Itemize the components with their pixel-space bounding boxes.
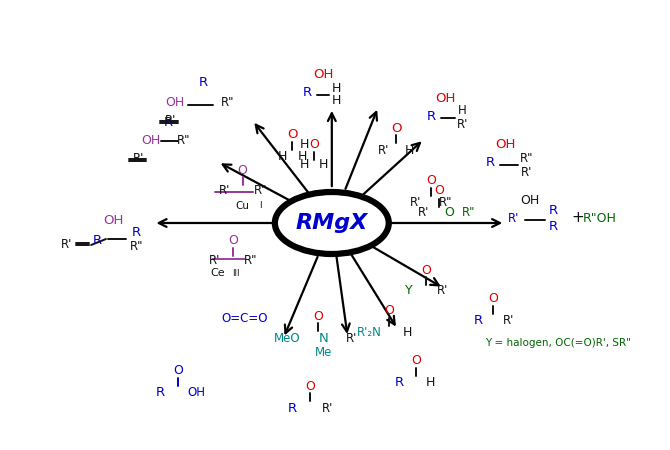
Text: H: H	[299, 158, 309, 171]
Text: R": R"	[176, 135, 190, 148]
Text: R': R'	[165, 113, 176, 126]
Text: H: H	[297, 150, 307, 163]
Text: R': R'	[418, 207, 429, 220]
Text: Ce: Ce	[210, 268, 225, 278]
Text: R": R"	[439, 197, 452, 210]
Text: R: R	[287, 401, 297, 414]
Text: OH: OH	[104, 215, 124, 228]
Text: RMgX: RMgX	[295, 213, 368, 233]
Text: R': R'	[219, 184, 230, 198]
Ellipse shape	[275, 192, 389, 254]
Text: R': R'	[61, 238, 72, 252]
Text: O: O	[238, 163, 248, 176]
Text: H: H	[332, 94, 342, 108]
Text: III: III	[232, 269, 239, 278]
Text: R": R"	[244, 255, 257, 267]
Text: R: R	[549, 220, 558, 234]
Text: R': R'	[133, 152, 144, 165]
Text: R"OH: R"OH	[582, 212, 616, 225]
Text: H: H	[332, 81, 342, 94]
Text: O: O	[174, 364, 183, 378]
Text: H: H	[319, 158, 328, 171]
Text: R: R	[156, 387, 165, 400]
Text: R': R'	[437, 284, 448, 297]
Text: R': R'	[346, 332, 357, 345]
Text: O: O	[287, 129, 297, 141]
Text: OH: OH	[187, 387, 205, 400]
Text: R'₂N: R'₂N	[357, 327, 382, 339]
Text: O: O	[411, 355, 421, 368]
Text: R: R	[92, 234, 102, 248]
Text: R: R	[198, 76, 208, 90]
Text: OH: OH	[436, 91, 456, 104]
Text: I: I	[259, 202, 262, 211]
Text: R": R"	[221, 96, 234, 109]
Text: H: H	[426, 377, 436, 390]
Text: R': R'	[322, 401, 334, 414]
Text: OH: OH	[314, 68, 334, 81]
Text: O: O	[385, 305, 394, 318]
Text: O: O	[426, 175, 436, 188]
Text: R': R'	[410, 197, 421, 210]
Text: R": R"	[254, 184, 267, 198]
Text: Me: Me	[315, 346, 332, 360]
Text: R": R"	[130, 240, 143, 253]
Text: O=C=O: O=C=O	[221, 311, 268, 324]
Text: R": R"	[520, 152, 534, 165]
Text: R': R'	[521, 166, 533, 180]
Text: R: R	[549, 204, 558, 217]
Text: R': R'	[378, 144, 389, 157]
Text: R: R	[164, 117, 173, 130]
Text: O: O	[421, 264, 431, 276]
Text: OH: OH	[495, 139, 515, 152]
Text: R': R'	[502, 314, 514, 327]
Text: R': R'	[457, 118, 468, 131]
Text: H: H	[405, 144, 414, 157]
Text: O: O	[305, 379, 315, 392]
Text: H: H	[299, 139, 309, 152]
Text: O: O	[434, 184, 444, 198]
Text: Cu: Cu	[236, 201, 250, 211]
Text: O: O	[228, 234, 238, 248]
Text: R: R	[486, 157, 495, 170]
Text: OH: OH	[165, 96, 185, 109]
Text: Y = halogen, OC(=O)R', SR": Y = halogen, OC(=O)R', SR"	[485, 338, 631, 348]
Text: O: O	[309, 139, 319, 152]
Text: O: O	[313, 310, 323, 323]
Text: O: O	[444, 207, 454, 220]
Text: OH: OH	[141, 135, 160, 148]
Text: R": R"	[462, 207, 475, 220]
Text: O: O	[391, 122, 401, 135]
Text: R': R'	[507, 212, 519, 225]
Text: R': R'	[209, 255, 220, 267]
Text: +: +	[571, 211, 584, 225]
Text: O: O	[488, 292, 498, 306]
Text: N: N	[319, 332, 329, 345]
Text: Y: Y	[405, 284, 413, 297]
Text: R: R	[302, 86, 312, 99]
Text: H: H	[277, 150, 287, 163]
Text: MeO: MeO	[274, 332, 301, 345]
Text: H: H	[403, 327, 412, 339]
Text: R: R	[426, 109, 436, 122]
Text: R: R	[474, 314, 483, 327]
Text: R: R	[395, 377, 404, 390]
Text: H: H	[458, 104, 467, 117]
Text: R: R	[132, 226, 141, 239]
Text: OH: OH	[521, 194, 539, 207]
